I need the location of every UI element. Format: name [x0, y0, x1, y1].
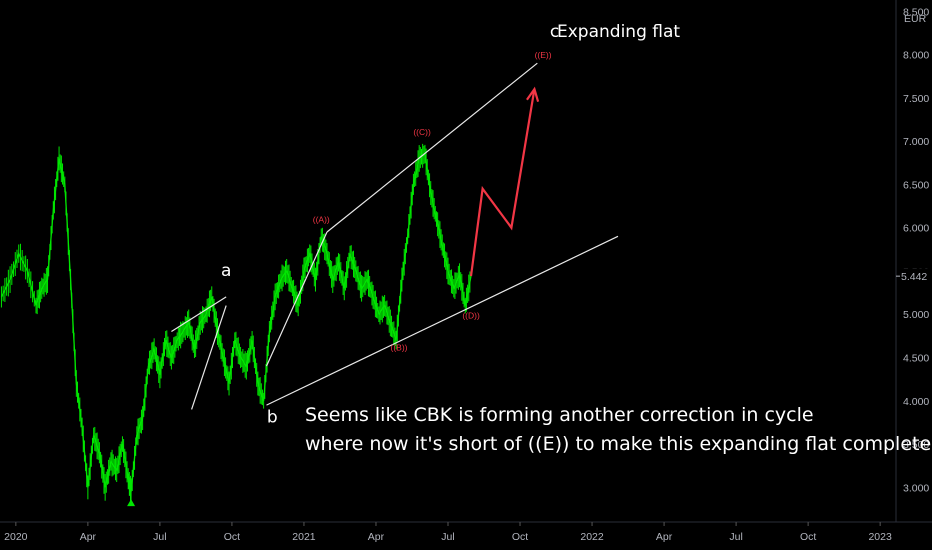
- price-tick-label: 3.500: [903, 439, 929, 451]
- projection-layer: [469, 86, 540, 277]
- signal-marker-icon: [127, 499, 136, 507]
- time-tick-label: Oct: [512, 531, 528, 543]
- wave-letter-label: a: [221, 261, 231, 281]
- currency-label: EUR: [904, 13, 927, 25]
- price-badge-bg: [897, 268, 932, 285]
- time-tick-label: 2023: [868, 531, 892, 543]
- time-tick-label: Oct: [224, 531, 240, 543]
- chart-annotation-line1: Seems like CBK is forming another correc…: [305, 404, 814, 426]
- price-tick-label: 7.500: [903, 93, 929, 105]
- time-tick-label: Apr: [656, 531, 673, 543]
- wave-label: ((E)): [535, 50, 552, 60]
- wave-label: ((C)): [413, 127, 431, 137]
- price-tick-label: 8.500: [903, 6, 929, 18]
- trendline: [265, 231, 328, 367]
- price-tick-label: 6.000: [903, 223, 929, 235]
- time-tick-label: 2020: [4, 531, 28, 543]
- time-tick-label: Apr: [80, 531, 97, 543]
- price-tick-label: 6.500: [903, 179, 929, 191]
- projection-arrow-head: [526, 86, 540, 102]
- price-tick-label: 8.000: [903, 50, 929, 62]
- chart-annotation-line2: where now it's short of ((E)) to make th…: [305, 433, 932, 455]
- time-tick-label: 2022: [580, 531, 604, 543]
- time-axis: 2020 Apr Jul Oct 2021 Apr Jul Oct 2022 Apr Jul Oct 2…: [0, 521, 932, 543]
- time-tick-label: Jul: [441, 531, 454, 543]
- time-tick-label: Jul: [729, 531, 742, 543]
- trendline: [326, 62, 538, 233]
- time-tick-label: Apr: [368, 531, 385, 543]
- chart-annotation-title: Expanding flat: [557, 22, 680, 42]
- time-tick-label: 2021: [292, 531, 316, 543]
- wave-letter-label: b: [267, 407, 278, 427]
- price-tick-label: 3.000: [903, 482, 929, 494]
- projection-path: [469, 89, 536, 277]
- price-line: [0, 152, 472, 492]
- price-tick-label: 4.500: [903, 353, 929, 365]
- wave-label: ((A)): [313, 214, 330, 224]
- price-badge: 5.442: [901, 271, 927, 283]
- price-layer: [0, 143, 472, 507]
- trendline: [191, 305, 227, 410]
- price-tick-label: 4.000: [903, 396, 929, 408]
- price-axis: 3.0003.5004.0004.5005.0005.5006.0006.500…: [895, 0, 932, 550]
- time-tick-label: Jul: [153, 531, 166, 543]
- price-tick-label: 5.000: [903, 309, 929, 321]
- wave-label: ((D)): [462, 311, 480, 321]
- time-tick-label: Oct: [800, 531, 816, 543]
- trendline-layer: [171, 62, 619, 410]
- label-layer: ((A)) ((B)) ((C)) ((D)) ((E)) a b c: [221, 22, 559, 427]
- trendline: [171, 296, 227, 333]
- trendline: [266, 235, 619, 406]
- price-tick-label: 7.000: [903, 136, 929, 148]
- wave-letter-label: c: [550, 22, 559, 42]
- wave-label: ((B)): [391, 343, 408, 353]
